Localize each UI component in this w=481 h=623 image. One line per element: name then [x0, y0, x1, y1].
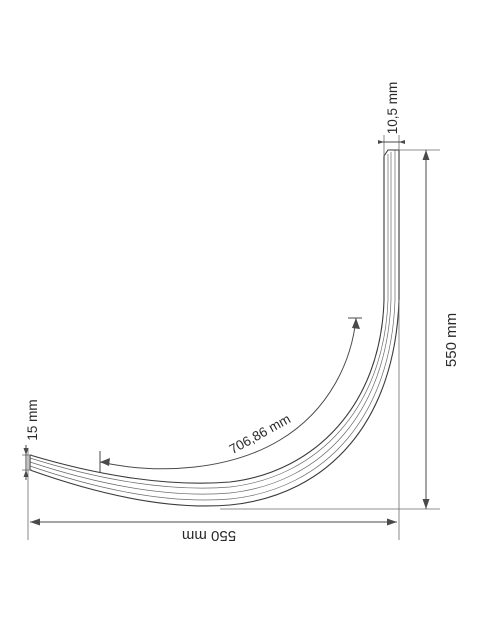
profile-width-dimension: 10,5 mm: [378, 82, 405, 144]
rail-end-cap-top: [383, 149, 399, 157]
profile-height-label: 15 mm: [25, 399, 40, 440]
rail-line-3: [29, 152, 392, 495]
rail-outer-edge: [29, 150, 400, 507]
profile-height-dimension: 15 mm: [23, 399, 40, 480]
width-dimension: 550 mm: [30, 518, 397, 544]
extension-lines: [22, 135, 440, 540]
rail-inner-edge: [29, 156, 385, 484]
height-dimension: 550 mm: [422, 150, 460, 509]
width-label: 550 mm: [182, 527, 236, 544]
curved-rail: [29, 149, 400, 507]
height-label: 550 mm: [443, 313, 460, 367]
rail-line-2: [29, 150, 396, 501]
arc-length-dimension: 706,86 mm: [99, 317, 362, 472]
profile-width-label: 10,5 mm: [385, 82, 400, 135]
rail-line-4: [29, 154, 389, 489]
